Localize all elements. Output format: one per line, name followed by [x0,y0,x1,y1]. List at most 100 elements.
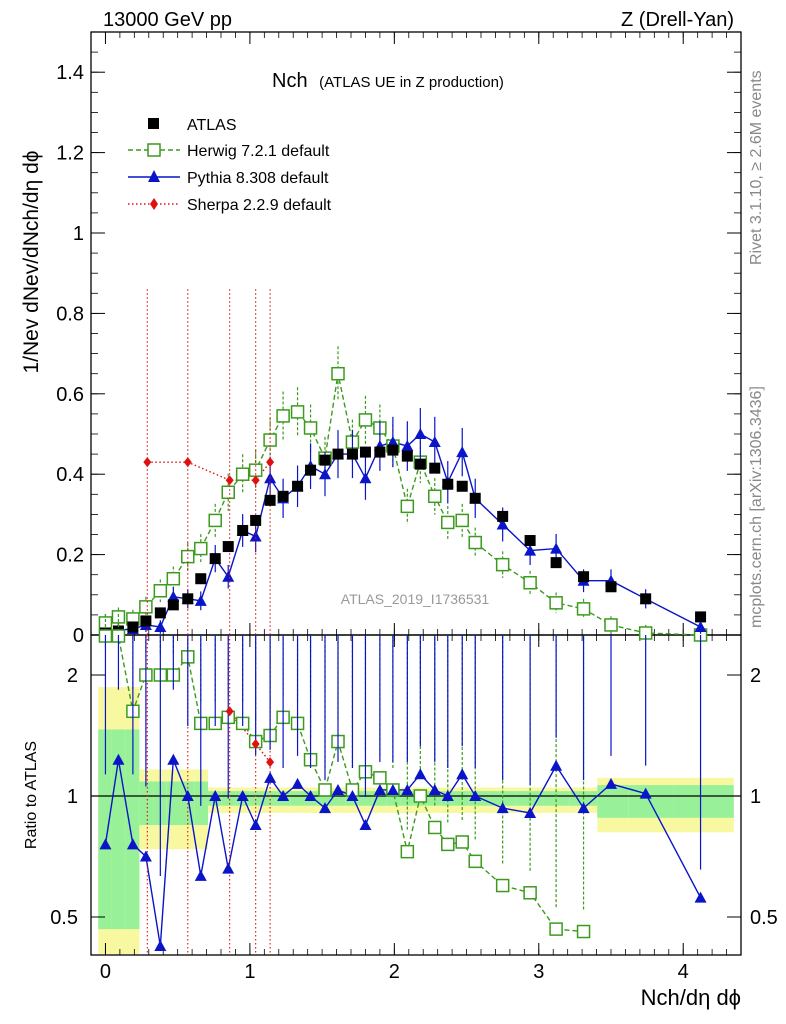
herwig-point [303,421,318,435]
herwig-point [331,366,345,381]
band-green [139,781,154,826]
herwig-point [455,513,469,528]
herwig-ratio-point [468,854,482,869]
pythia-ratio-point [332,783,344,795]
y-tick-label: 1.2 [56,143,84,165]
pythia-ratio-point [154,940,167,952]
x-tick-label: 4 [678,961,689,983]
sherpa-point [183,457,192,468]
legend-sherpa-marker [150,198,158,210]
herwig-point [441,515,455,530]
analysis-watermark: ATLAS_2019_I1736531 [341,591,490,607]
pythia-ratio-point [209,790,222,801]
pythia-ratio-point [291,777,304,789]
pythia-point [428,436,441,448]
pythia-point [359,472,372,484]
pythia-point [154,620,167,632]
mcplots-label: mcplots.cern.ch [arXiv:1306.3436] [748,386,765,628]
ratio-tick-label-right: 1 [750,786,761,808]
atlas-point [250,514,262,526]
band-green [673,785,734,818]
ratio-tick-label-left: 2 [67,665,78,687]
rivet-label: Rivet 3.1.10, ≥ 2.6M events [748,70,765,265]
ratio-uncertainty-bands [98,687,734,954]
series-layer [98,289,708,955]
ratio-tick-label-left: 1 [67,786,78,808]
y-tick-label: 1.4 [56,62,84,84]
pythia-ratio-point [249,819,262,831]
pythia-ratio-point [694,891,707,903]
pythia-ratio-point [577,802,590,814]
y-axis-label: 1/Nev dNev/dNch/dη dϕ [20,150,43,373]
legend-herwig-marker [147,143,161,157]
sherpa-ratio-point [266,757,275,768]
atlas-point [456,480,468,492]
sherpa-ratio-point [225,706,234,717]
herwig-point [98,616,113,630]
herwig-point [576,602,591,616]
pythia-ratio-point [550,759,563,771]
band-green [358,791,373,806]
band-green [290,791,305,806]
atlas-point [695,611,707,623]
atlas-point [332,448,344,460]
pythia-ratio-point [496,802,509,814]
pythia-ratio-point [304,790,317,801]
atlas-point [524,535,536,547]
atlas-point [346,448,358,460]
herwig-point [263,433,277,447]
pythia-ratio-point [346,790,359,801]
plot-subtitle: (ATLAS UE in Z production) [319,74,504,91]
pythia-point [524,544,537,556]
pythia-ratio-point [222,862,235,874]
y-tick-label: 1 [73,223,84,245]
atlas-point [429,462,441,474]
herwig-point [153,584,168,598]
atlas-point [578,571,590,583]
herwig-point [428,489,442,504]
herwig-ratio-point [549,922,563,936]
band-green [543,791,570,806]
atlas-point [127,621,139,633]
herwig-ratio-point [318,783,332,797]
atlas-point [319,454,331,466]
atlas-point [292,480,304,492]
herwig-ratio-point [400,844,415,859]
band-green [98,729,112,930]
ratio-y-axis-label: Ratio to ATLAS [23,741,40,849]
band-green [262,791,277,806]
sherpa-ratio-point [251,738,260,749]
ratio-tick-label-right: 2 [750,665,761,687]
herwig-point [290,405,305,419]
pythia-ratio-point [386,783,399,795]
herwig-point [468,535,482,550]
pythia-ratio-point [99,838,112,850]
header-left: 13000 GeV pp [103,9,232,31]
atlas-point [359,446,371,458]
herwig-ratio-point [455,835,469,849]
pythia-point [496,518,509,530]
pythia-point [550,542,563,554]
pythia-ratio-point [264,771,277,783]
atlas-point [140,615,152,627]
herwig-point [181,549,195,564]
pythia-point [401,440,414,452]
herwig-point [208,513,222,528]
herwig-point [495,557,510,572]
y-tick-label: 0.4 [56,464,84,486]
pythia-ratio-point [469,790,482,801]
y-tick-label: 0 [73,625,84,647]
x-tick-label: 0 [100,961,111,983]
pythia-ratio-point [112,753,125,765]
atlas-point [167,599,179,611]
sherpa-ratio-line [229,710,271,763]
herwig-point [221,485,235,500]
pythia-ratio-point [524,806,537,818]
pythia-ratio-point [428,783,441,795]
herwig-point [523,575,537,590]
atlas-point [550,557,562,569]
pythia-point [456,446,469,458]
atlas-point [222,541,234,553]
pythia-ratio-point [359,819,372,831]
atlas-point [195,573,207,585]
